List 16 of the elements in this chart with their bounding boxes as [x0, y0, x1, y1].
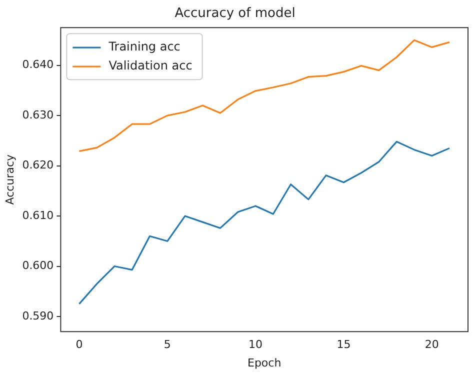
y-tick-label: 0.610: [22, 208, 54, 222]
x-tick-label: 10: [248, 338, 263, 352]
y-axis-title: Accuracy: [3, 154, 16, 205]
legend-label: Validation acc: [108, 58, 192, 73]
chart-title: Accuracy of model: [174, 6, 296, 22]
x-tick-label: 0: [76, 338, 83, 352]
legend-label: Training acc: [108, 40, 180, 54]
y-tick-label: 0.640: [22, 58, 54, 72]
x-tick-label: 15: [336, 338, 351, 352]
y-tick-label: 0.630: [22, 108, 54, 122]
x-tick-label: 20: [424, 338, 439, 352]
y-tick-label: 0.590: [22, 309, 54, 322]
x-tick-label: 5: [164, 338, 171, 352]
y-tick-label: 0.620: [22, 158, 54, 172]
x-axis-title: Epoch: [248, 356, 282, 370]
y-tick-label: 0.600: [22, 259, 54, 272]
